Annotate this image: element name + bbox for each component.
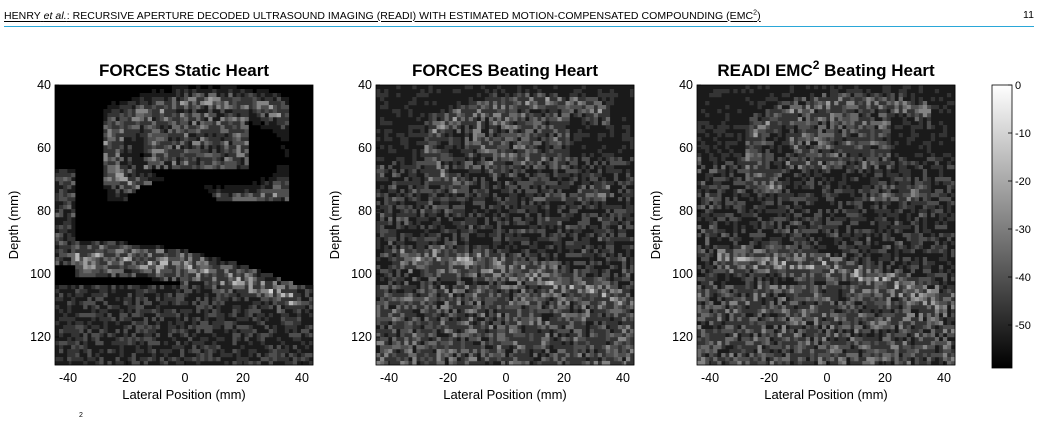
- x-tick-label: 20: [878, 371, 892, 385]
- y-tick-label: 40: [37, 78, 51, 92]
- y-axis-label: Depth (mm): [648, 191, 663, 260]
- ultrasound-image: [696, 84, 956, 366]
- panel-title: FORCES Static Heart: [99, 61, 269, 80]
- colorbar-tick-label: -40: [1015, 272, 1031, 284]
- x-tick-label: -20: [439, 371, 457, 385]
- header-authors: HENRY: [4, 9, 41, 22]
- y-tick-label: 100: [30, 267, 51, 281]
- x-axis-label: Lateral Position (mm): [443, 387, 567, 402]
- y-axis-label: Depth (mm): [327, 191, 342, 260]
- y-tick-label: 60: [679, 141, 693, 155]
- page-number: 11: [1023, 9, 1034, 21]
- colorbar-gradient: [991, 84, 1013, 369]
- x-tick-label: -20: [760, 371, 778, 385]
- x-tick-label: 40: [616, 371, 630, 385]
- y-tick-label: 80: [37, 204, 51, 218]
- y-tick-label: 120: [351, 330, 372, 344]
- x-tick-label: -20: [118, 371, 136, 385]
- x-tick-label: 0: [182, 371, 189, 385]
- running-header: HENRY et al.: RECURSIVE APERTURE DECODED…: [4, 9, 1034, 22]
- colorbar-tick-label: 0: [1015, 80, 1021, 92]
- x-tick-label: -40: [701, 371, 719, 385]
- header-close-paren: ): [757, 9, 761, 22]
- colorbar-tick-label: -10: [1015, 128, 1031, 140]
- y-tick-label: 100: [351, 267, 372, 281]
- header-et-al: et al.: [43, 9, 67, 22]
- x-axis-label: Lateral Position (mm): [122, 387, 246, 402]
- x-axis-label: Lateral Position (mm): [764, 387, 888, 402]
- x-tick-label: -40: [380, 371, 398, 385]
- y-tick-label: 120: [672, 330, 693, 344]
- x-tick-label: 0: [503, 371, 510, 385]
- y-tick-label: 100: [672, 267, 693, 281]
- y-tick-label: 80: [358, 204, 372, 218]
- caption-fragment: 2: [79, 412, 83, 424]
- header-superscript: 2: [753, 9, 758, 16]
- colorbar-tick-label: -20: [1015, 176, 1031, 188]
- y-tick-label: 80: [679, 204, 693, 218]
- panel-3: READI EMC2 Beating Heart 40 60 80 100 120 -40 -…: [648, 58, 956, 402]
- colorbar-tick-label: -30: [1015, 224, 1031, 236]
- x-tick-label: 40: [295, 371, 309, 385]
- header-title: : RECURSIVE APERTURE DECODED ULTRASOUND …: [66, 9, 754, 22]
- y-tick-label: 60: [37, 141, 51, 155]
- colorbar-tick-label: -50: [1015, 320, 1031, 332]
- panel-2: FORCES Beating Heart 40 60 80 100 120 -40 -20 0 2…: [327, 61, 635, 402]
- caption-superscript: 2: [79, 412, 83, 419]
- y-tick-label: 60: [358, 141, 372, 155]
- y-tick-label: 40: [679, 78, 693, 92]
- ultrasound-image: [375, 84, 635, 366]
- x-tick-label: -40: [59, 371, 77, 385]
- x-tick-label: 0: [824, 371, 831, 385]
- y-axis-label: Depth (mm): [6, 191, 21, 260]
- header-text: HENRY et al.: RECURSIVE APERTURE DECODED…: [4, 9, 761, 22]
- y-tick-label: 120: [30, 330, 51, 344]
- panel-1: FORCES Static Heart 40 60 80 100 120 -40 -20 0 20…: [6, 61, 314, 402]
- ultrasound-image: [54, 84, 314, 366]
- x-tick-label: 20: [557, 371, 571, 385]
- y-tick-label: 40: [358, 78, 372, 92]
- header-rule: [4, 26, 1034, 28]
- x-tick-label: 40: [937, 371, 951, 385]
- panel-title: FORCES Beating Heart: [412, 61, 598, 80]
- x-tick-label: 20: [236, 371, 250, 385]
- colorbar: 0 -10 -20 -30 -40 -50: [991, 80, 1031, 369]
- panel-title: READI EMC2 Beating Heart: [717, 58, 935, 80]
